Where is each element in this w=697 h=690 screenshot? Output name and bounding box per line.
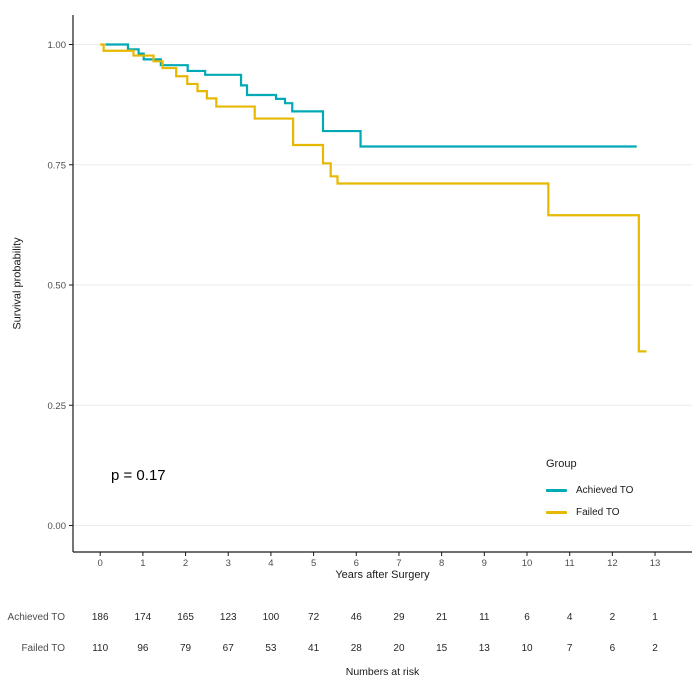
risk-value: 7: [566, 643, 573, 654]
legend-items: Achieved TO Failed TO: [546, 479, 633, 523]
x-tick-label: 1: [140, 558, 145, 569]
risk-table-caption: Numbers at risk: [345, 666, 420, 678]
risk-value: 6: [524, 612, 530, 623]
risk-value: 165: [177, 612, 194, 623]
y-tick-label: 0.75: [48, 160, 67, 171]
x-tick-label: 8: [439, 558, 444, 569]
risk-value: 21: [436, 612, 448, 623]
y-tick-label: 0.25: [48, 401, 67, 412]
x-tick-label: 6: [354, 558, 359, 569]
risk-value: 41: [308, 643, 320, 654]
legend-title: Group: [546, 458, 577, 470]
risk-value: 2: [652, 643, 658, 654]
x-tick-label: 3: [226, 558, 231, 569]
x-tick-label: 4: [268, 558, 273, 569]
legend-line-swatch: [546, 510, 567, 514]
risk-value: 123: [219, 612, 237, 623]
x-tick-label: 11: [565, 558, 575, 569]
legend-item-failed-to: Failed TO: [546, 501, 633, 523]
p-value-annotation: p = 0.17: [111, 467, 166, 484]
legend: Group Achieved TO Failed TO: [546, 458, 633, 523]
risk-value: 28: [350, 643, 362, 654]
x-tick-label: 10: [522, 558, 533, 569]
y-axis-title: Survival probability: [11, 237, 24, 330]
risk-value: 72: [308, 612, 320, 623]
x-tick-label: 5: [311, 558, 316, 569]
risk-value: 4: [566, 612, 573, 623]
risk-value: 2: [609, 612, 616, 623]
legend-item-achieved-to: Achieved TO: [546, 479, 633, 501]
risk-value: 11: [479, 612, 490, 623]
risk-value: 53: [265, 643, 277, 654]
x-tick-label: 13: [650, 558, 661, 569]
survival-curve-achieved-to: [105, 43, 637, 148]
x-axis-title: Years after Surgery: [335, 569, 430, 581]
risk-row-label-achieved-to: Achieved TO: [7, 612, 65, 623]
risk-row-label-failed-to: Failed TO: [21, 643, 65, 654]
risk-value: 1: [652, 612, 658, 623]
legend-item-label: Failed TO: [576, 506, 620, 518]
risk-value: 15: [436, 643, 448, 654]
x-tick-label: 12: [607, 558, 618, 569]
risk-value: 100: [262, 612, 280, 623]
y-tick-label: 1.00: [48, 40, 67, 51]
risk-value: 6: [609, 643, 616, 654]
risk-value: 79: [179, 643, 192, 654]
survival-curve-failed-to: [100, 43, 647, 353]
legend-item-label: Achieved TO: [576, 484, 634, 496]
risk-value: 10: [521, 643, 533, 654]
risk-value: 13: [478, 643, 490, 654]
risk-value: 46: [350, 612, 362, 623]
risk-value: 29: [393, 612, 405, 623]
risk-value: 20: [393, 643, 405, 654]
risk-value: 96: [137, 643, 149, 654]
risk-value: 186: [91, 612, 109, 623]
risk-value: 110: [92, 643, 109, 654]
risk-value: 174: [134, 612, 152, 623]
y-tick-label: 0.00: [48, 521, 67, 532]
x-tick-label: 7: [396, 558, 401, 569]
y-tick-label: 0.50: [48, 281, 67, 292]
x-tick-label: 9: [482, 558, 487, 569]
legend-line-swatch: [546, 488, 567, 492]
risk-value: 67: [222, 643, 234, 654]
x-tick-label: 2: [183, 558, 188, 569]
x-tick-label: 0: [98, 558, 103, 569]
